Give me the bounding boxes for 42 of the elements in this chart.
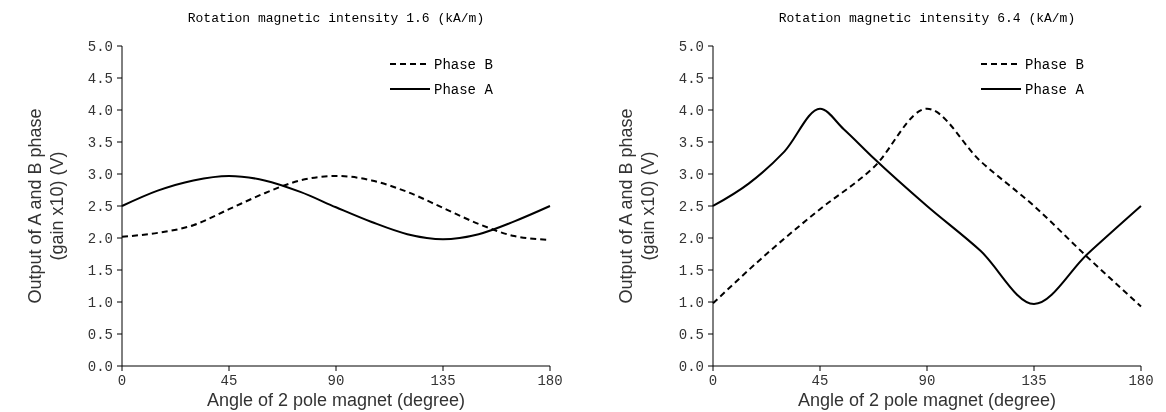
y-tick-label: 3.0 <box>87 167 113 183</box>
x-tick-label: 45 <box>811 373 829 389</box>
y-axis-title: Output of A and B phase (gain x10) (V) <box>616 108 658 304</box>
x-tick-label: 0 <box>117 373 127 389</box>
x-tick-label: 180 <box>1128 373 1154 389</box>
legend-label: Phase A <box>434 82 494 98</box>
chart-title: Rotation magnetic intensity 1.6 (kA/m) <box>187 11 485 26</box>
y-tick-label: 5.0 <box>87 39 113 55</box>
y-tick-label: 2.0 <box>87 231 113 247</box>
y-tick-label: 4.5 <box>87 71 113 87</box>
y-axis-title: Output of A and B phase (gain x10) (V) <box>25 108 67 304</box>
legend-label: Phase A <box>1025 82 1085 98</box>
legend-label: Phase B <box>434 57 493 73</box>
x-tick-label: 0 <box>708 373 718 389</box>
y-tick-label: 4.0 <box>87 103 113 119</box>
y-tick-label: 1.0 <box>87 295 113 311</box>
chart-title: Rotation magnetic intensity 6.4 (kA/m) <box>778 11 1076 26</box>
y-tick-label: 0.5 <box>678 327 704 343</box>
y-tick-label: 1.5 <box>678 263 704 279</box>
x-tick-label: 180 <box>537 373 563 389</box>
x-axis-title: Angle of 2 pole magnet (degree) <box>206 390 466 410</box>
y-tick-label: 0.0 <box>678 359 704 375</box>
x-tick-label: 45 <box>220 373 238 389</box>
y-tick-label: 0.0 <box>87 359 113 375</box>
x-tick-label: 135 <box>430 373 456 389</box>
y-tick-label: 2.5 <box>678 199 704 215</box>
y-tick-label: 2.0 <box>678 231 704 247</box>
y-tick-label: 1.0 <box>678 295 704 311</box>
y-tick-label: 0.5 <box>87 327 113 343</box>
legend-label: Phase B <box>1025 57 1084 73</box>
y-tick-label: 4.0 <box>678 103 704 119</box>
y-tick-label: 3.5 <box>87 135 113 151</box>
x-tick-label: 135 <box>1021 373 1047 389</box>
y-tick-label: 3.0 <box>678 167 704 183</box>
y-tick-label: 1.5 <box>87 263 113 279</box>
y-tick-label: 5.0 <box>678 39 704 55</box>
x-tick-label: 90 <box>918 373 936 389</box>
x-axis-title: Angle of 2 pole magnet (degree) <box>797 390 1057 410</box>
y-tick-label: 4.5 <box>678 71 704 87</box>
y-tick-label: 3.5 <box>678 135 704 151</box>
y-tick-label: 2.5 <box>87 199 113 215</box>
x-tick-label: 90 <box>327 373 345 389</box>
